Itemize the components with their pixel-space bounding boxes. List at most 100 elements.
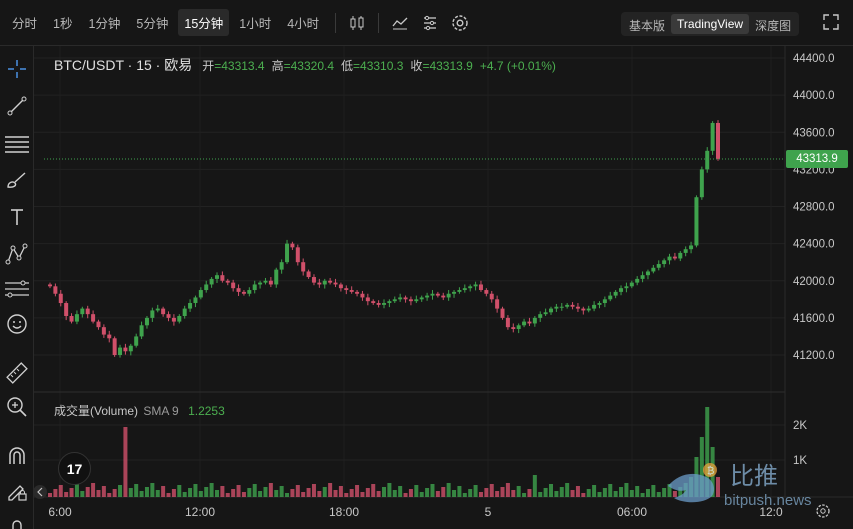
volume-bar: [295, 485, 300, 497]
zoom-in-icon[interactable]: [4, 394, 30, 420]
gear-icon[interactable]: [447, 10, 473, 36]
volume-bar: [473, 485, 478, 497]
emoji-icon[interactable]: [4, 311, 30, 337]
view-tradingview[interactable]: TradingView: [671, 14, 750, 34]
view-depth[interactable]: 深度图: [755, 19, 792, 33]
candle-body: [231, 282, 236, 289]
close-label: 收: [410, 59, 423, 73]
volume-bar: [645, 489, 650, 497]
volume-sma-label: SMA 9: [143, 404, 179, 418]
timeframe-4h[interactable]: 4小时: [287, 17, 320, 31]
volume-bar: [328, 483, 333, 497]
volume-bar: [53, 489, 58, 497]
lock-icon[interactable]: [4, 514, 30, 529]
volume-bar: [355, 485, 360, 497]
tradingview-logo[interactable]: 17: [58, 452, 91, 485]
candle-body: [667, 256, 672, 261]
candle-body: [489, 293, 494, 300]
candle-body: [155, 308, 160, 311]
timeframe-fenshi[interactable]: 分时: [12, 17, 38, 31]
candle-body: [457, 290, 462, 292]
timeframe-1m[interactable]: 1分钟: [88, 17, 121, 31]
indicators-icon[interactable]: [387, 10, 413, 36]
high-value: =43320.4: [283, 59, 335, 73]
volume-bar: [333, 490, 338, 497]
candle-body: [150, 310, 155, 318]
candle-body: [177, 316, 182, 322]
timeframe-5m[interactable]: 5分钟: [136, 17, 169, 31]
candle-body: [258, 282, 263, 285]
volume-bar: [387, 483, 392, 497]
volume-bar: [220, 486, 225, 497]
volume-bar: [171, 489, 176, 497]
chart-grid: [34, 46, 785, 497]
volume-tick-label: 2K: [793, 420, 807, 432]
price-axis-labels: 44400.044000.043600.043200.042800.042400…: [793, 53, 835, 362]
candle-body: [640, 275, 645, 279]
volume-legend[interactable]: 成交量(Volume) SMA 9 1.2253: [54, 402, 225, 419]
volume-bar: [204, 487, 209, 497]
drawing-toolbar: [0, 46, 34, 529]
timeframe-1s[interactable]: 1秒: [53, 17, 73, 31]
candle-body: [112, 338, 117, 355]
timeframe-1h[interactable]: 1小时: [239, 17, 272, 31]
volume-bar: [392, 490, 397, 497]
text-icon[interactable]: [4, 204, 30, 230]
volume-bar: [69, 488, 74, 497]
volume-bar: [64, 492, 69, 497]
volume-bar: [613, 491, 618, 497]
trend-line-icon[interactable]: [4, 93, 30, 119]
view-basic[interactable]: 基本版: [629, 19, 666, 33]
open-label: 开: [202, 59, 215, 73]
volume-bar: [629, 490, 634, 497]
volume-bar: [177, 485, 182, 497]
brush-icon[interactable]: [4, 167, 30, 193]
fib-icon[interactable]: [4, 276, 30, 302]
timeframe-15m[interactable]: 15分钟: [178, 9, 230, 36]
volume-bar: [457, 486, 462, 497]
candle-body: [446, 293, 451, 298]
svg-text:₿: ₿: [707, 465, 714, 477]
time-tick-label: 06:00: [617, 505, 647, 519]
volume-bar: [317, 491, 322, 497]
fullscreen-icon[interactable]: [822, 13, 840, 36]
horizontal-lines-icon[interactable]: [4, 130, 30, 156]
volume-bar: [462, 493, 467, 497]
pattern-icon[interactable]: [4, 241, 30, 267]
magnet-icon[interactable]: [4, 443, 30, 469]
volume-bar: [128, 488, 133, 497]
volume-bar: [134, 484, 139, 497]
candle-body: [527, 321, 532, 324]
candle-body: [96, 321, 101, 328]
volume-bar: [209, 483, 214, 497]
volume-bar: [48, 493, 52, 497]
lock-pencil-icon[interactable]: [4, 478, 30, 504]
symbol-title[interactable]: BTC/USDT · 15 · 欧易: [54, 57, 193, 73]
candle-body: [188, 303, 193, 309]
volume-bar: [575, 486, 580, 497]
crosshair-icon[interactable]: [4, 56, 30, 82]
settings-list-icon[interactable]: [417, 10, 443, 36]
volume-bar: [58, 485, 63, 497]
candle-type-icon[interactable]: [344, 10, 370, 36]
candle-body: [710, 122, 715, 151]
volume-bar: [619, 487, 624, 497]
candle-body: [689, 245, 694, 250]
volume-bar: [274, 490, 279, 497]
time-tick-label: 12:00: [185, 505, 215, 519]
volume-bar: [252, 484, 257, 497]
low-value: =43310.3: [353, 59, 404, 73]
candle-body: [495, 299, 500, 309]
candle-body: [268, 280, 273, 285]
volume-bar: [419, 492, 424, 497]
volume-bar: [441, 487, 446, 497]
candle-body: [398, 297, 403, 300]
volume-bar: [155, 490, 160, 497]
candle-body: [613, 291, 618, 296]
volume-bar: [193, 484, 198, 497]
volume-bar: [452, 490, 457, 497]
candle-body: [651, 267, 656, 272]
volume-bar: [554, 491, 559, 497]
ruler-icon[interactable]: [4, 360, 30, 386]
